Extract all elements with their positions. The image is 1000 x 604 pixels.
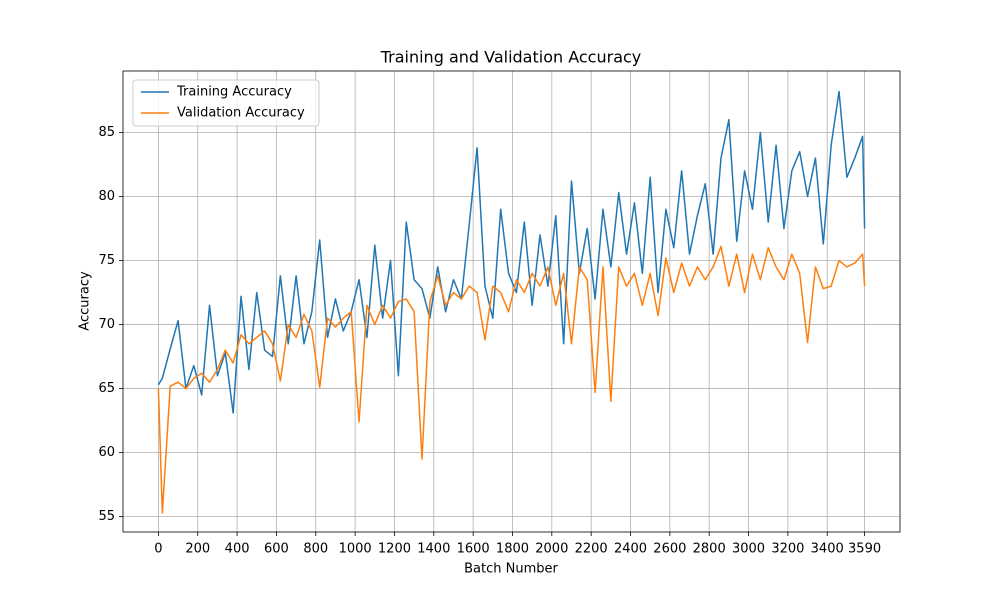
x-tick-label: 2800 — [693, 542, 726, 557]
y-tick-label: 80 — [98, 189, 115, 204]
x-tick-label: 2200 — [575, 542, 608, 557]
x-tick-label: 1000 — [339, 542, 372, 557]
legend-box — [132, 79, 320, 127]
x-axis-label: Batch Number — [464, 562, 558, 577]
series-line — [157, 245, 866, 514]
x-tick-label: 1600 — [457, 542, 490, 557]
y-tick-label: 75 — [98, 253, 115, 268]
x-tick-label: 200 — [185, 542, 210, 557]
x-tick-label: 400 — [225, 542, 250, 557]
x-tick-label: 0 — [154, 542, 162, 557]
legend-label: Training Accuracy — [176, 85, 292, 100]
plot-frame — [122, 70, 901, 533]
chart-title: Training and Validation Accuracy — [380, 48, 642, 67]
x-tick-label: 800 — [303, 542, 328, 557]
x-tick-label: 3200 — [771, 542, 804, 557]
series-line — [157, 90, 866, 414]
y-tick-label: 55 — [98, 509, 115, 524]
x-tick-label: 3400 — [811, 542, 844, 557]
x-tick-label: 2400 — [614, 542, 647, 557]
x-tick-label: 600 — [264, 542, 289, 557]
y-tick-label: 65 — [98, 381, 115, 396]
x-tick-label: 3590 — [848, 542, 881, 557]
x-tick-label: 2600 — [653, 542, 686, 557]
legend-label: Validation Accuracy — [177, 106, 305, 121]
x-tick-label: 1800 — [496, 542, 529, 557]
x-tick-label: 1400 — [417, 542, 450, 557]
y-axis-label: Accuracy — [78, 271, 93, 331]
y-tick-label: 85 — [98, 125, 115, 140]
x-tick-label: 3000 — [732, 542, 765, 557]
y-tick-label: 60 — [98, 445, 115, 460]
x-tick-label: 2000 — [535, 542, 568, 557]
y-tick-label: 70 — [98, 317, 115, 332]
x-tick-label: 1200 — [378, 542, 411, 557]
